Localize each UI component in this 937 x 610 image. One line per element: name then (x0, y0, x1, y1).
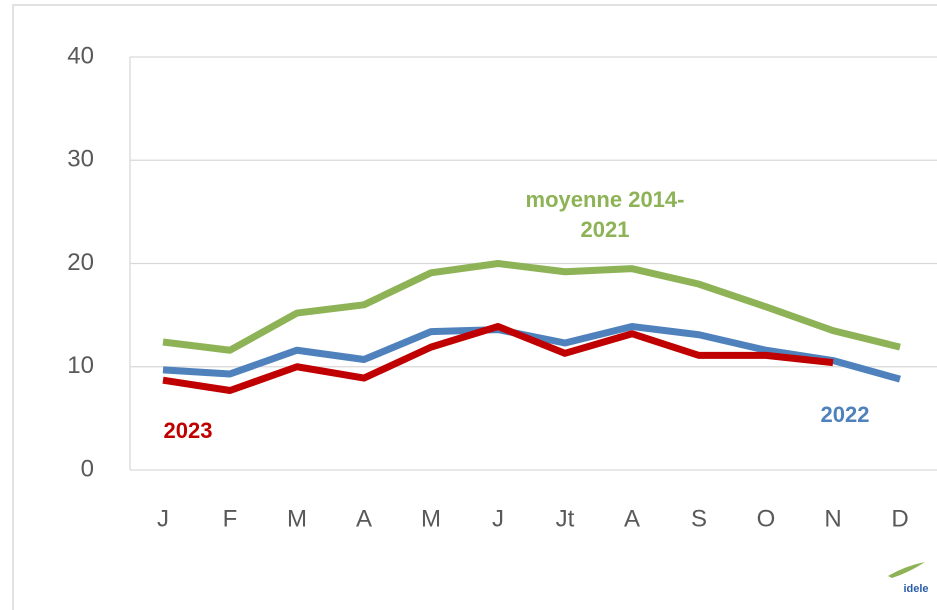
x-tick-label: A (356, 505, 372, 532)
x-tick-label: M (287, 505, 307, 532)
logo: idele (888, 562, 929, 595)
series-line (162, 260, 901, 354)
y-tick-label: 40 (67, 42, 94, 69)
x-tick-label: O (757, 505, 776, 532)
x-tick-label: M (421, 505, 441, 532)
x-tick-label: A (624, 505, 640, 532)
series-line (162, 322, 834, 394)
x-tick-label: D (891, 505, 908, 532)
y-tick-label: 0 (81, 455, 94, 482)
x-tick-label: Jt (556, 505, 575, 532)
series-label: moyenne 2014-2021 (525, 187, 685, 242)
series-label: 2023 (163, 418, 213, 443)
x-tick-label: J (157, 505, 169, 532)
chart-frame (12, 4, 937, 610)
y-tick-label: 20 (67, 249, 94, 276)
x-tick-label: F (223, 505, 238, 532)
x-tick-label: S (691, 505, 707, 532)
y-tick-label: 10 (67, 352, 94, 379)
x-tick-label: N (824, 505, 841, 532)
series-label: 2022 (820, 402, 870, 427)
logo-text: idele (903, 583, 928, 595)
logo-swoosh (888, 562, 925, 578)
y-tick-label: 30 (67, 146, 94, 173)
series-line (162, 322, 901, 383)
x-tick-label: J (492, 505, 504, 532)
